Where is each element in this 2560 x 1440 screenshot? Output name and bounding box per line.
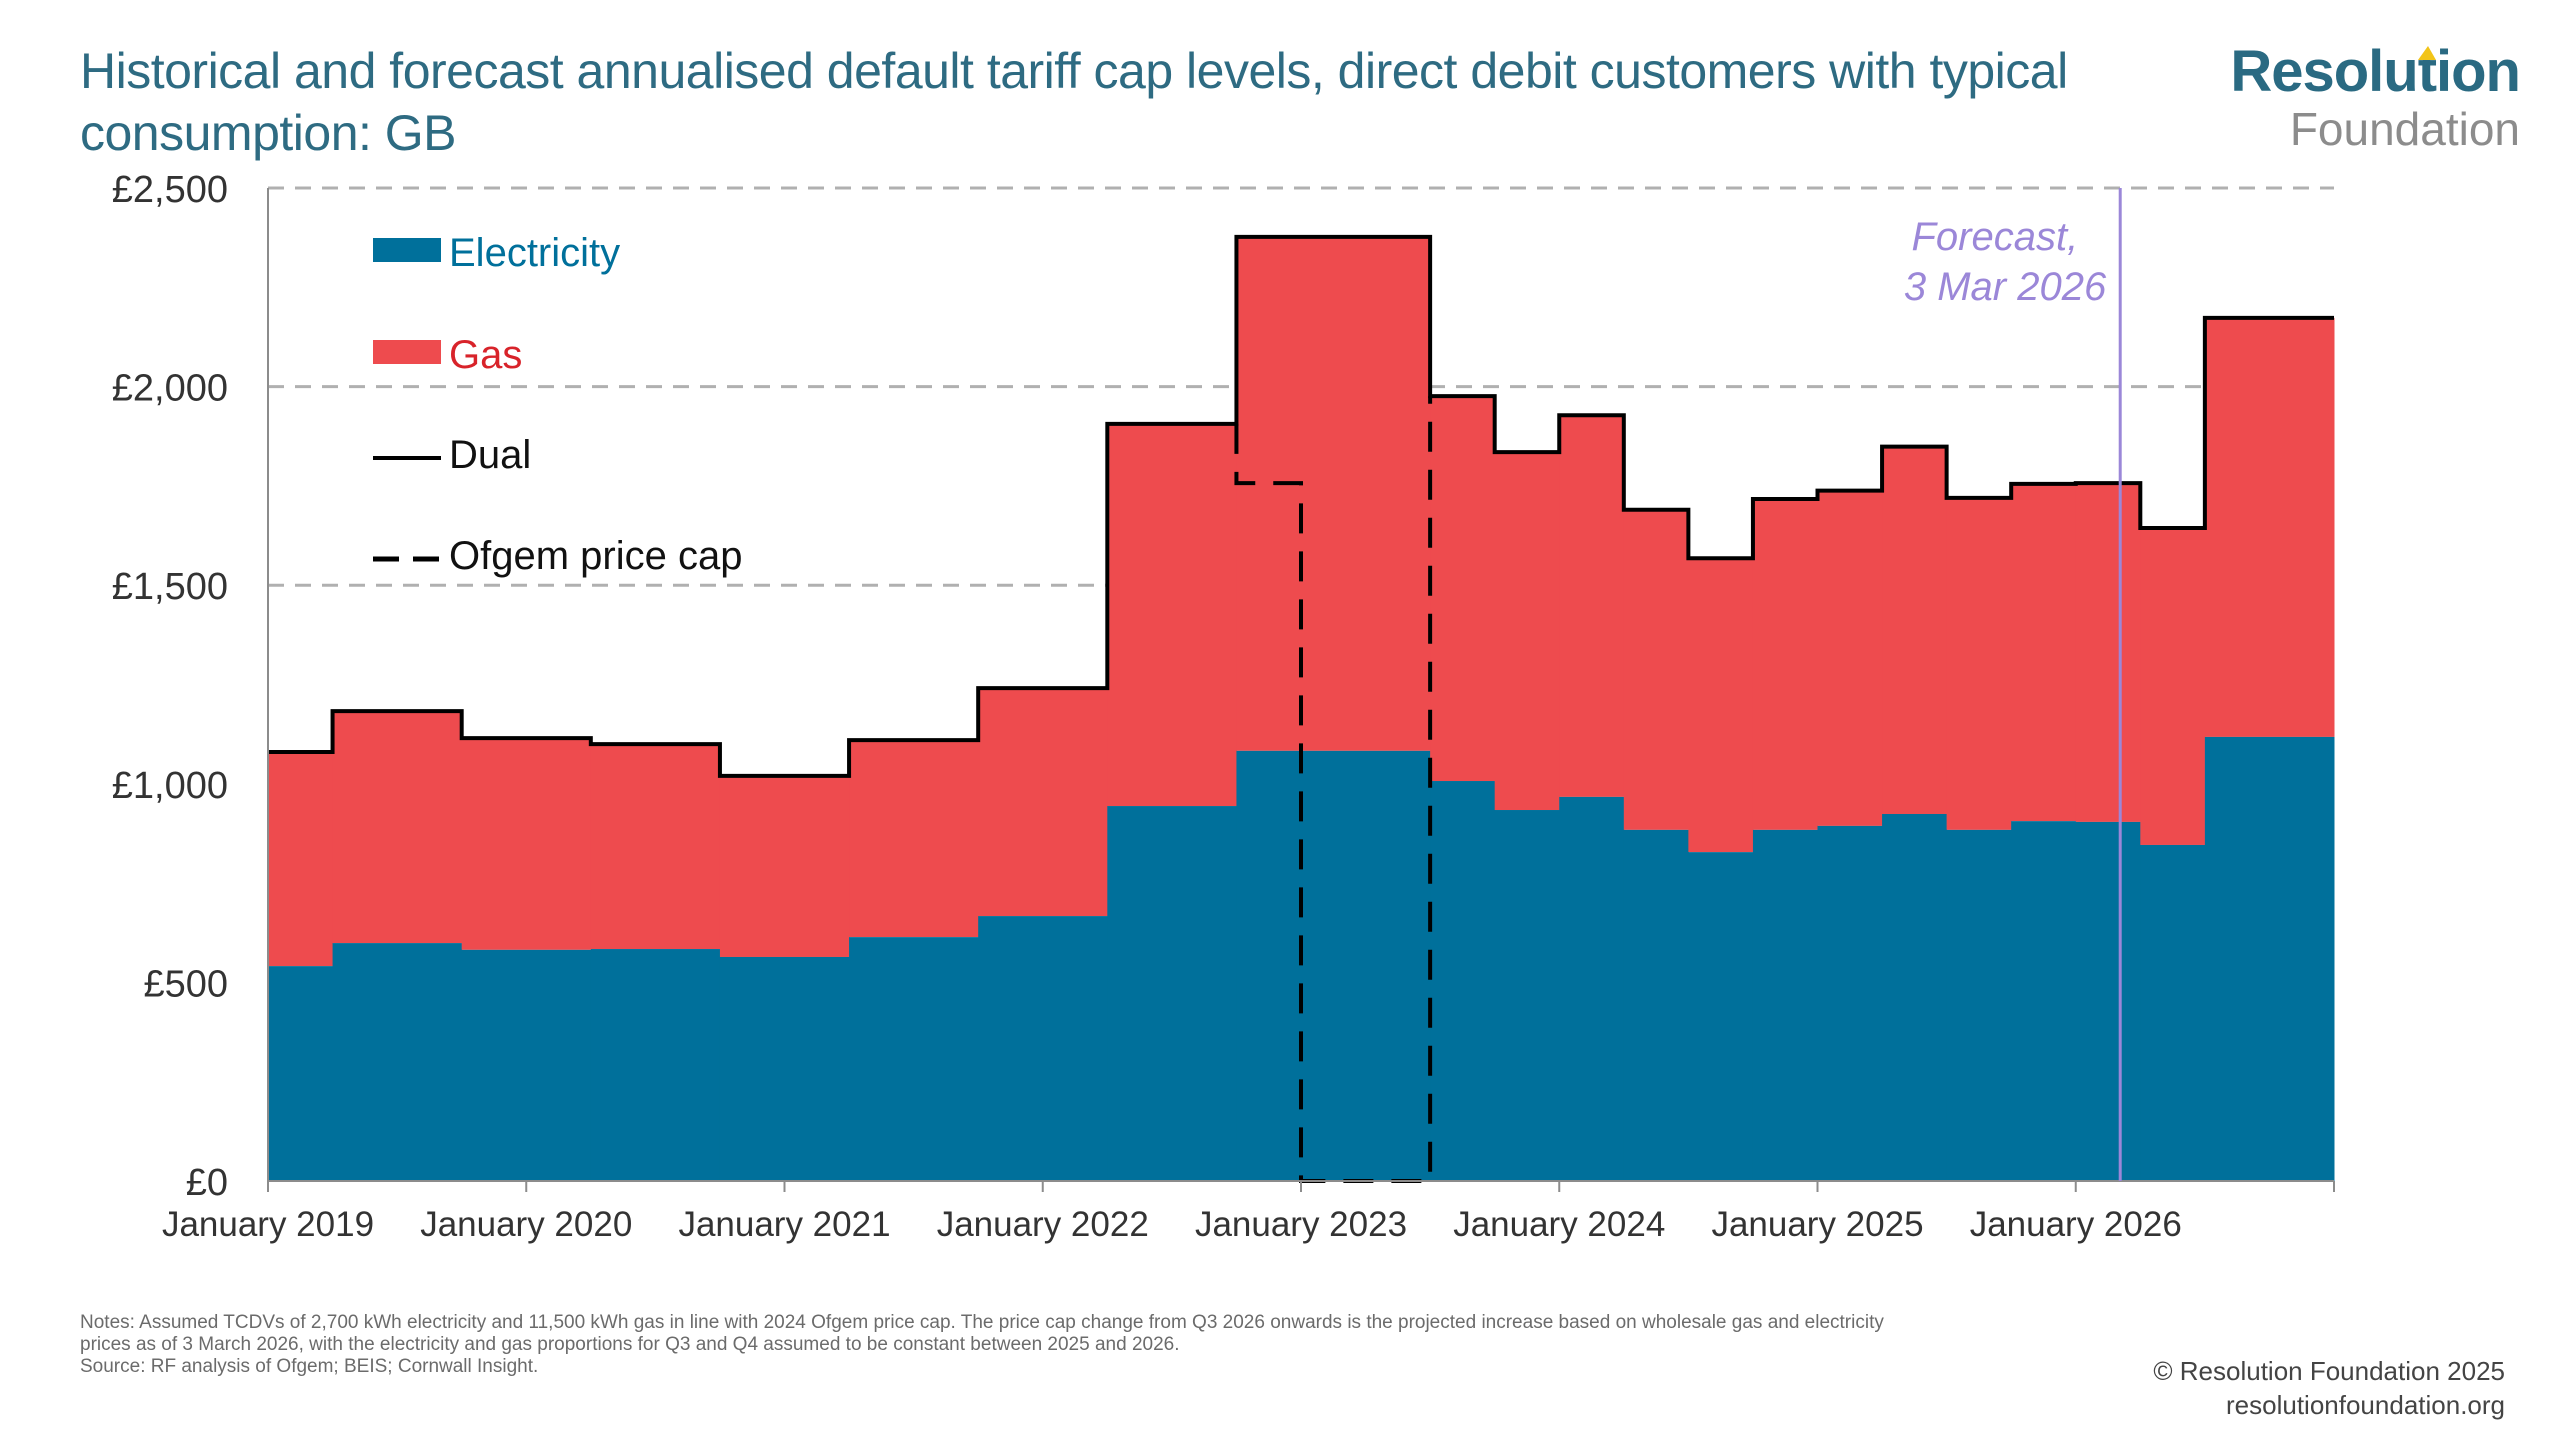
website-link[interactable]: resolutionfoundation.org xyxy=(2226,1390,2505,1420)
x-tick-label: January 2024 xyxy=(1453,1205,1665,1244)
gas-area-segment xyxy=(1494,452,1560,811)
y-tick-label: £2,000 xyxy=(112,368,228,410)
legend-swatch-gas xyxy=(373,340,441,364)
gas-area-segment xyxy=(2140,528,2206,845)
legend: Electricity Gas Dual Ofgem price cap xyxy=(373,231,742,578)
gas-area-segment xyxy=(1559,415,1625,797)
x-tick-label: January 2020 xyxy=(420,1205,632,1244)
electricity-area-segment xyxy=(2011,821,2077,1181)
gas-area-segment xyxy=(461,738,592,950)
electricity-area-segment xyxy=(268,966,334,1181)
y-tick-label: £500 xyxy=(143,963,228,1005)
electricity-area-segment xyxy=(590,949,721,1181)
gas-area-segment xyxy=(978,688,1108,917)
electricity-area-segment xyxy=(849,937,979,1181)
forecast-label-line2: 3 Mar 2026 xyxy=(1904,265,2107,309)
logo-wordmark: Resolution xyxy=(2230,39,2521,104)
gas-area-segment xyxy=(1752,499,1818,830)
gas-area-segment xyxy=(719,775,850,957)
x-tick-label: January 2021 xyxy=(678,1205,890,1244)
electricity-area-segment xyxy=(2075,821,2141,1181)
y-tick-label: £0 xyxy=(186,1162,228,1204)
gas-area-segment xyxy=(1430,396,1496,782)
x-tick-label: January 2019 xyxy=(162,1205,374,1244)
forecast-label-line1: Forecast, xyxy=(1911,215,2078,259)
electricity-area-segment xyxy=(1817,825,1883,1181)
electricity-area-segment xyxy=(461,949,592,1181)
gas-area-segment xyxy=(590,744,721,950)
electricity-area-segment xyxy=(978,916,1108,1181)
electricity-area-segment xyxy=(1623,829,1689,1181)
ofgem-price-cap-line xyxy=(1234,396,1433,1183)
y-tick-label: £1,000 xyxy=(112,765,228,807)
gas-area-segment xyxy=(2011,483,2077,822)
electricity-area-segment xyxy=(1559,796,1625,1181)
x-tick-label: January 2025 xyxy=(1711,1205,1923,1244)
x-tick-label: January 2026 xyxy=(1970,1205,2182,1244)
gas-area-segment xyxy=(1882,446,1948,814)
x-tick-label: January 2023 xyxy=(1195,1205,1407,1244)
gas-area-segment xyxy=(1107,423,1237,807)
gas-area-segment xyxy=(1236,236,1431,751)
legend-label-gas: Gas xyxy=(449,333,522,377)
gas-area-segment xyxy=(1817,490,1883,826)
electricity-area-segment xyxy=(1688,852,1754,1181)
source-line: Source: RF analysis of Ofgem; BEIS; Corn… xyxy=(80,1356,539,1377)
legend-label-ofgem: Ofgem price cap xyxy=(449,534,742,578)
logo-main-text: Resolution xyxy=(2230,39,2521,104)
notes-line-1: Notes: Assumed TCDVs of 2,700 kWh electr… xyxy=(80,1312,1884,1333)
electricity-area-segment xyxy=(719,956,850,1181)
y-tick-label: £1,500 xyxy=(112,566,228,608)
electricity-area-segment xyxy=(332,943,463,1181)
gas-area-segment xyxy=(1688,558,1754,853)
chart-title: Historical and forecast annualised defau… xyxy=(80,43,2068,161)
legend-swatch-electricity xyxy=(373,238,441,262)
legend-label-electricity: Electricity xyxy=(449,231,620,275)
gas-area-segment xyxy=(332,711,463,944)
electricity-area-segment xyxy=(2140,844,2206,1181)
logo-sub-text: Foundation xyxy=(2289,103,2520,155)
notes-line-2: prices as of 3 March 2026, with the elec… xyxy=(80,1334,1180,1355)
gas-area-segment xyxy=(2075,483,2141,822)
electricity-area-segment xyxy=(1430,781,1496,1181)
stacked-areas xyxy=(268,236,2335,1181)
gas-area-segment xyxy=(1946,497,2012,830)
resolution-foundation-logo: Resolution Foundation xyxy=(2230,39,2521,155)
electricity-area-segment xyxy=(1107,806,1237,1181)
forecast-marker: Forecast, 3 Mar 2026 xyxy=(1904,188,2122,1181)
axes xyxy=(267,188,2335,1192)
gas-area-segment xyxy=(268,752,334,967)
gas-area-segment xyxy=(849,740,979,938)
gas-area-segment xyxy=(2204,317,2335,737)
series-lines xyxy=(268,234,2334,1183)
electricity-area-segment xyxy=(2204,736,2335,1181)
electricity-area-segment xyxy=(1236,750,1431,1181)
dual-line xyxy=(268,234,2334,778)
credit: © Resolution Foundation 2025 resolutionf… xyxy=(2153,1354,2505,1422)
electricity-area-segment xyxy=(1882,813,1948,1181)
copyright-text: © Resolution Foundation 2025 xyxy=(2153,1356,2505,1386)
y-tick-label: £2,500 xyxy=(112,169,228,211)
electricity-area-segment xyxy=(1752,829,1818,1181)
electricity-area-segment xyxy=(1494,810,1560,1181)
gas-area-segment xyxy=(1623,509,1689,830)
chart-notes: Notes: Assumed TCDVs of 2,700 kWh electr… xyxy=(80,1312,2160,1378)
tick-labels: £0 £500 £1,000 £1,500 £2,000 £2,500 January 20… xyxy=(112,169,2182,1244)
legend-label-dual: Dual xyxy=(449,433,531,477)
x-tick-label: January 2022 xyxy=(937,1205,1149,1244)
electricity-area-segment xyxy=(1946,829,2012,1181)
logo-accent-icon xyxy=(2418,46,2436,60)
